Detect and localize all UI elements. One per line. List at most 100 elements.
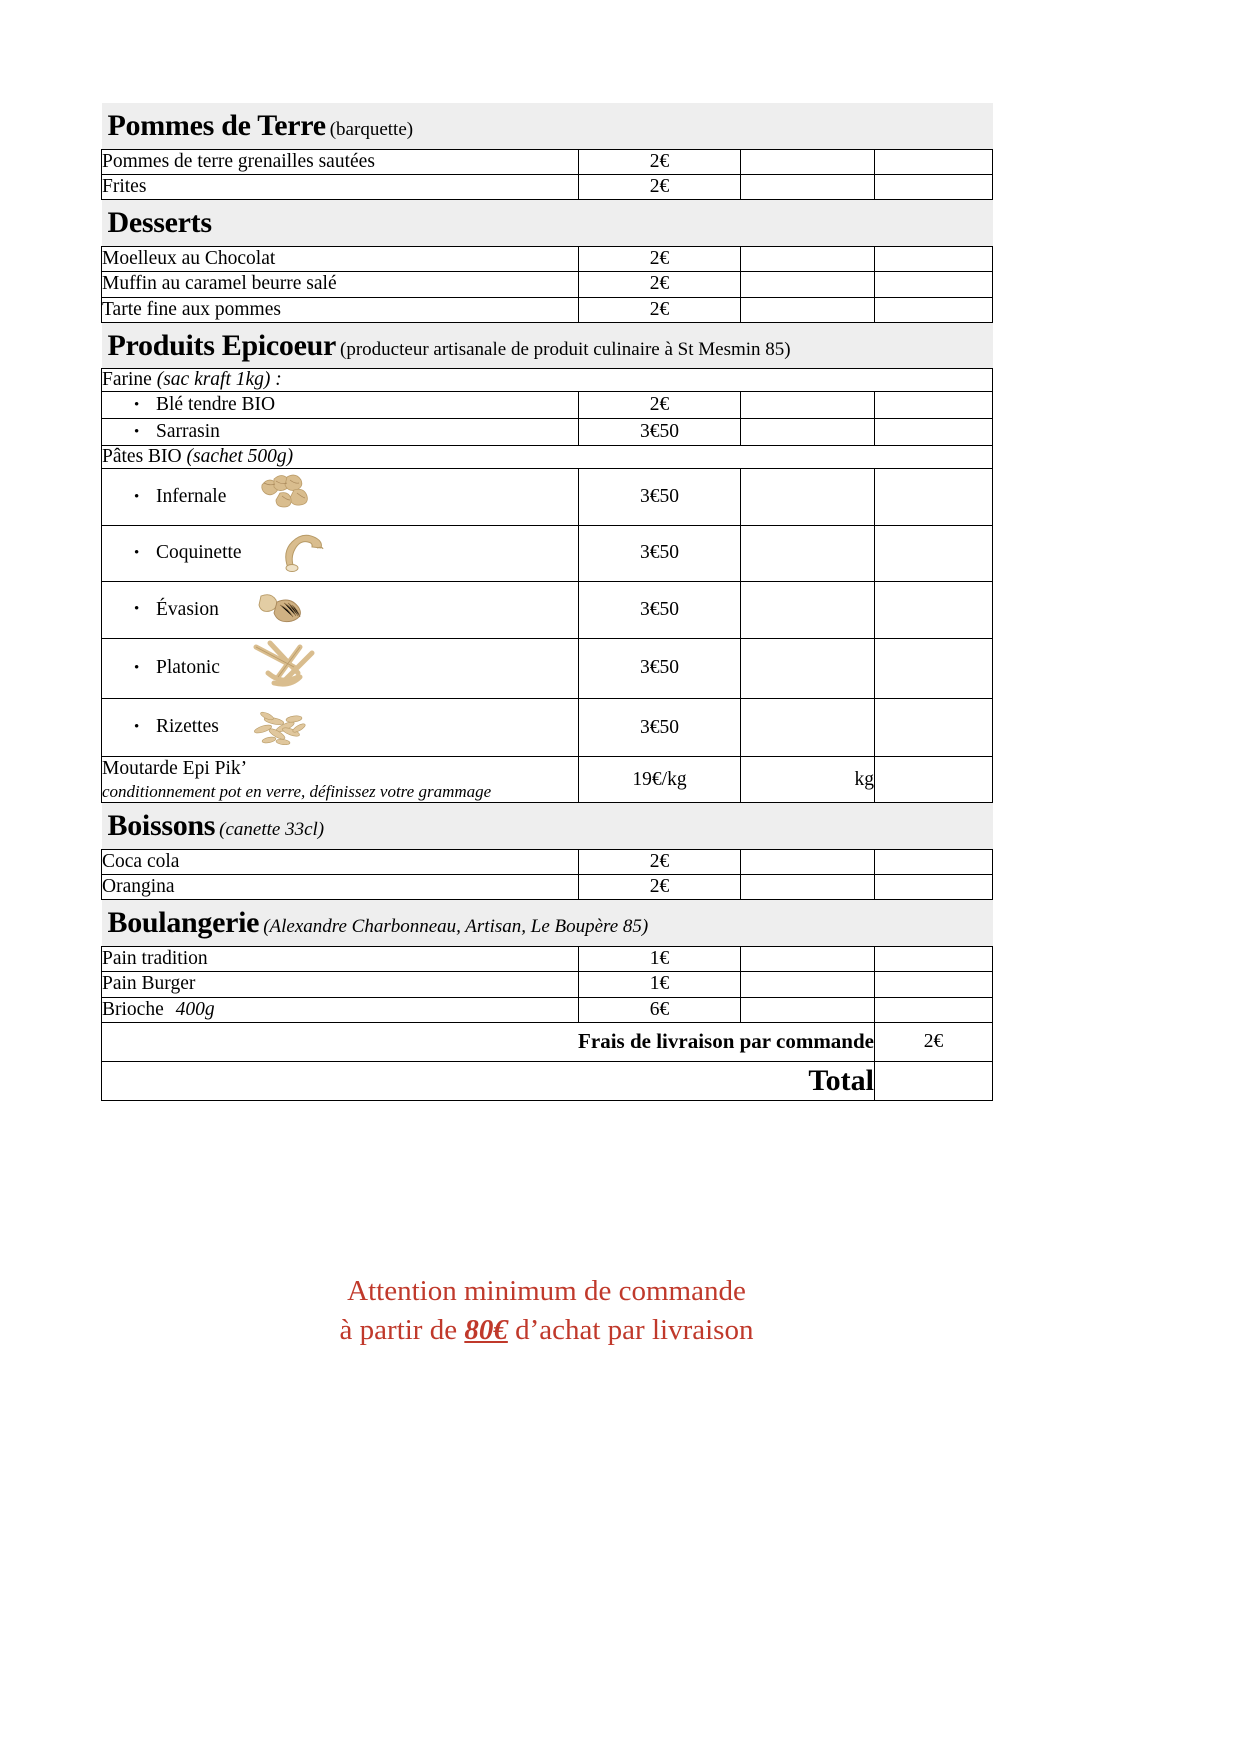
item-quantity-cell[interactable] bbox=[740, 971, 875, 998]
item-label: Tarte fine aux pommes bbox=[101, 296, 579, 323]
item-label: Blé tendre BIO bbox=[156, 394, 276, 416]
table-row: Tarte fine aux pommes 2€ bbox=[101, 296, 994, 323]
item-label: Rizettes bbox=[156, 716, 219, 738]
item-quantity-cell[interactable]: kg bbox=[740, 756, 875, 804]
table-row: • Platonic bbox=[101, 637, 994, 699]
item-label: Frites bbox=[101, 173, 579, 201]
item-total-cell[interactable] bbox=[873, 581, 994, 639]
table-row: Pain Burger 1€ bbox=[101, 971, 994, 998]
notice-line-2-before: à partir de bbox=[339, 1314, 465, 1347]
table-row: Pommes de terre grenailles sautées 2€ bbox=[101, 148, 994, 175]
item-price: 2€ bbox=[578, 245, 741, 273]
item-label: Infernale bbox=[156, 485, 227, 507]
item-label: Platonic bbox=[156, 657, 220, 678]
item-total-cell[interactable] bbox=[873, 848, 994, 875]
item-label: Coquinette bbox=[156, 542, 242, 564]
item-price: 19€/kg bbox=[578, 756, 741, 804]
delivery-fee-label: Frais de livraison par commande bbox=[101, 1021, 875, 1062]
section-header-boulangerie: Boulangerie (Alexandre Charbonneau, Arti… bbox=[101, 899, 993, 947]
item-label: Évasion bbox=[156, 598, 219, 620]
item-quantity-cell[interactable] bbox=[740, 271, 875, 298]
item-weight: 400g bbox=[175, 998, 215, 1020]
item-total-cell[interactable] bbox=[873, 245, 994, 273]
bullet-icon: • bbox=[134, 423, 140, 440]
item-quantity-cell[interactable] bbox=[740, 848, 875, 875]
subgroup-header-farine: Farine (sac kraft 1kg) : bbox=[100, 368, 994, 393]
bullet-icon: • bbox=[134, 719, 140, 736]
item-quantity-cell[interactable] bbox=[740, 697, 875, 758]
notice-line-1: Attention minimum de commande bbox=[347, 1275, 746, 1307]
item-quantity-cell[interactable] bbox=[740, 945, 875, 973]
item-quantity-cell[interactable] bbox=[740, 524, 875, 583]
table-row: Pain tradition 1€ bbox=[101, 945, 994, 973]
item-quantity-cell[interactable] bbox=[740, 996, 875, 1023]
item-total-cell[interactable] bbox=[873, 418, 994, 447]
item-total-cell[interactable] bbox=[873, 524, 994, 583]
section-title: Desserts bbox=[107, 206, 213, 240]
item-quantity-cell[interactable] bbox=[740, 418, 875, 447]
total-value-cell[interactable] bbox=[873, 1060, 994, 1101]
pasta-rizettes-photo bbox=[247, 699, 329, 756]
item-total-cell[interactable] bbox=[873, 873, 994, 901]
item-quantity-cell[interactable] bbox=[740, 391, 875, 420]
item-sublabel: conditionnement pot en verre, définissez… bbox=[102, 781, 492, 801]
section-note: (producteur artisanale de produit culina… bbox=[340, 338, 791, 360]
item-total-cell[interactable] bbox=[873, 971, 994, 998]
section-header-produits-epicoeur: Produits Epicoeur (producteur artisanale… bbox=[101, 321, 993, 369]
item-total-cell[interactable] bbox=[873, 296, 994, 323]
item-total-cell[interactable] bbox=[873, 468, 994, 526]
table-row: Muffin au caramel beurre salé 2€ bbox=[101, 271, 994, 298]
item-total-cell[interactable] bbox=[873, 391, 994, 420]
item-price: 3€50 bbox=[578, 468, 741, 526]
item-quantity-cell[interactable] bbox=[740, 296, 875, 323]
item-total-cell[interactable] bbox=[873, 148, 994, 175]
total-label: Total bbox=[101, 1060, 875, 1101]
section-header-pommes-de-terre: Pommes de Terre (barquette) bbox=[101, 103, 993, 149]
item-label-cell: • Platonic bbox=[101, 637, 579, 699]
item-quantity-cell[interactable] bbox=[740, 173, 875, 201]
section-header-desserts: Desserts bbox=[101, 199, 993, 247]
item-label-cell: • Infernale bbox=[101, 468, 579, 526]
table-row: Coca cola 2€ bbox=[101, 848, 994, 875]
item-quantity-cell[interactable] bbox=[740, 245, 875, 273]
section-title: Boulangerie bbox=[107, 906, 260, 940]
table-row: • Évasion bbox=[101, 581, 994, 639]
table-row: • Blé tendre BIO 2€ bbox=[101, 391, 994, 420]
item-quantity-cell[interactable] bbox=[740, 873, 875, 901]
subgroup-header-pates-bio: Pâtes BIO (sachet 500g) bbox=[100, 445, 994, 470]
item-total-cell[interactable] bbox=[873, 756, 994, 804]
pasta-platonic-photo bbox=[248, 639, 338, 698]
item-total-cell[interactable] bbox=[873, 996, 994, 1023]
item-quantity-cell[interactable] bbox=[740, 581, 875, 639]
item-price: 1€ bbox=[578, 945, 741, 973]
item-total-cell[interactable] bbox=[873, 637, 994, 699]
section-note: (barquette) bbox=[329, 119, 414, 140]
item-price: 3€50 bbox=[578, 524, 741, 583]
item-total-cell[interactable] bbox=[873, 271, 994, 298]
section-note: (Alexandre Charbonneau, Artisan, Le Boup… bbox=[263, 916, 649, 938]
item-label: Brioche bbox=[102, 998, 164, 1020]
item-price: 3€50 bbox=[578, 418, 741, 447]
item-total-cell[interactable] bbox=[873, 945, 994, 973]
section-note: (canette 33cl) bbox=[219, 819, 325, 841]
item-label-cell: Brioche 400g bbox=[101, 996, 579, 1023]
item-total-cell[interactable] bbox=[873, 173, 994, 201]
table-row: Brioche 400g 6€ bbox=[101, 996, 994, 1023]
table-row: Moelleux au Chocolat 2€ bbox=[101, 245, 994, 273]
item-quantity-cell[interactable] bbox=[740, 148, 875, 175]
subgroup-note: (sac kraft 1kg) : bbox=[156, 369, 282, 391]
section-title: Produits Epicoeur bbox=[107, 328, 337, 362]
item-price: 3€50 bbox=[578, 637, 741, 699]
item-quantity-cell[interactable] bbox=[740, 468, 875, 526]
total-row: Total bbox=[101, 1060, 994, 1101]
subgroup-title: Farine bbox=[102, 369, 152, 391]
item-total-cell[interactable] bbox=[873, 697, 994, 758]
bullet-icon: • bbox=[134, 659, 140, 676]
subgroup-note: (sachet 500g) bbox=[186, 446, 294, 468]
item-label-cell: • Évasion bbox=[101, 581, 579, 639]
item-label: Pain tradition bbox=[101, 945, 579, 973]
section-title: Pommes de Terre bbox=[107, 109, 327, 142]
order-table: Pommes de Terre (barquette) Pommes de te… bbox=[100, 103, 994, 1101]
table-row: • Sarrasin 3€50 bbox=[101, 418, 994, 447]
item-quantity-cell[interactable] bbox=[740, 637, 875, 699]
